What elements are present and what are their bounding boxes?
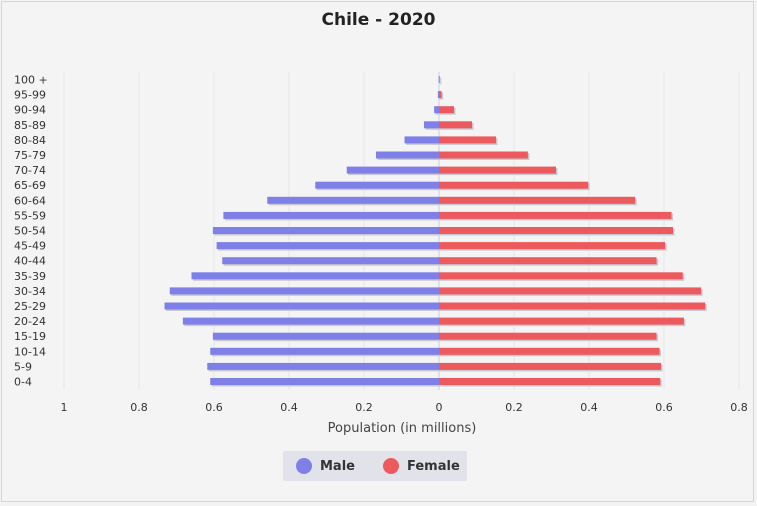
x-tick-label: 0.6	[655, 401, 673, 414]
bar-male[interactable]	[212, 227, 439, 234]
y-tick-label: 10-14	[14, 345, 46, 358]
x-tick-label: 0.4	[280, 401, 298, 414]
bar-female[interactable]	[439, 151, 528, 159]
bar-female[interactable]	[439, 121, 472, 129]
y-tick-label: 45-49	[14, 240, 46, 253]
bar-male[interactable]	[315, 181, 439, 189]
x-tick-label: 0.2	[355, 401, 373, 414]
bar-male[interactable]	[182, 317, 439, 325]
bar-male[interactable]	[164, 302, 440, 310]
y-tick-label: 20-24	[14, 315, 46, 328]
chart-title: Chile - 2020	[321, 10, 436, 30]
bar-male[interactable]	[267, 196, 439, 204]
bar-male[interactable]	[216, 242, 439, 250]
axis-labels: 1 0.8 0.6 0.4 0.2 0 0.2 0.4 0.6 0.8 100 + 95-99 90-9…	[14, 74, 748, 415]
x-tick-label: 0.8	[130, 401, 148, 414]
bar-male[interactable]	[169, 287, 439, 295]
bar-male[interactable]	[438, 76, 440, 83]
y-tick-label: 100 +	[14, 74, 48, 87]
bar-shadow-female	[440, 92, 444, 100]
y-tick-label: 15-19	[14, 330, 46, 343]
y-tick-label: 90-94	[14, 104, 46, 117]
bar-female[interactable]	[439, 242, 666, 250]
x-tick-label: 0.4	[580, 401, 598, 414]
bar-male[interactable]	[207, 362, 439, 370]
bar-male[interactable]	[376, 151, 439, 159]
legend-item-female[interactable]: Female	[383, 451, 460, 481]
y-tick-label: 95-99	[14, 89, 46, 102]
x-tick-label: 0.6	[205, 401, 223, 414]
bar-female[interactable]	[439, 287, 702, 295]
bar-male[interactable]	[346, 166, 439, 174]
bar-female[interactable]	[439, 181, 589, 189]
bar-female[interactable]	[439, 106, 454, 114]
bar-male[interactable]	[210, 347, 439, 355]
bar-male[interactable]	[191, 272, 440, 280]
y-tick-label: 40-44	[14, 255, 46, 268]
bar-male[interactable]	[434, 106, 439, 114]
bar-male[interactable]	[212, 332, 439, 340]
bar-female[interactable]	[439, 347, 660, 355]
bars	[164, 76, 707, 387]
bar-female[interactable]	[439, 302, 706, 310]
x-tick-label: 0	[436, 401, 443, 414]
legend-swatch-male	[296, 458, 312, 474]
y-tick-label: 50-54	[14, 225, 46, 238]
bar-female[interactable]	[439, 317, 684, 325]
legend-swatch-female	[383, 458, 399, 474]
bar-male[interactable]	[424, 121, 439, 129]
y-tick-label: 80-84	[14, 134, 46, 147]
x-axis-label: Population (in millions)	[327, 421, 477, 436]
bar-shadow-female	[440, 77, 442, 85]
x-tick-label: 1	[61, 401, 68, 414]
y-tick-label: 30-34	[14, 285, 46, 298]
bar-female[interactable]	[439, 362, 661, 370]
y-tick-label: 55-59	[14, 209, 46, 222]
bar-female[interactable]	[439, 136, 496, 144]
y-tick-label: 85-89	[14, 119, 46, 132]
bar-male[interactable]	[210, 378, 439, 385]
legend: Male Female	[283, 451, 467, 481]
bar-female[interactable]	[439, 196, 636, 204]
bar-female[interactable]	[439, 257, 657, 265]
bar-male[interactable]	[437, 91, 439, 99]
bar-male[interactable]	[404, 136, 440, 144]
bar-female[interactable]	[439, 332, 657, 340]
y-tick-label: 65-69	[14, 179, 46, 192]
bar-female[interactable]	[439, 227, 673, 234]
y-tick-label: 35-39	[14, 270, 46, 283]
y-tick-label: 25-29	[14, 300, 46, 313]
bar-female[interactable]	[439, 76, 440, 83]
legend-label-female: Female	[407, 458, 460, 474]
bar-female[interactable]	[439, 166, 556, 174]
bar-male[interactable]	[223, 211, 439, 219]
x-tick-label: 0.8	[730, 401, 748, 414]
bar-female[interactable]	[439, 211, 672, 219]
bar-female[interactable]	[439, 378, 661, 385]
y-tick-label: 75-79	[14, 149, 46, 162]
y-tick-label: 70-74	[14, 164, 46, 177]
legend-item-male[interactable]: Male	[296, 451, 355, 481]
bar-female[interactable]	[439, 272, 683, 280]
legend-label-male: Male	[320, 458, 355, 474]
y-tick-label: 0-4	[14, 376, 32, 389]
y-tick-label: 5-9	[14, 360, 32, 373]
bar-female[interactable]	[439, 91, 442, 99]
bar-shadow-male	[440, 77, 441, 85]
y-tick-label: 60-64	[14, 194, 46, 207]
x-tick-label: 0.2	[505, 401, 523, 414]
bar-male[interactable]	[222, 257, 439, 265]
